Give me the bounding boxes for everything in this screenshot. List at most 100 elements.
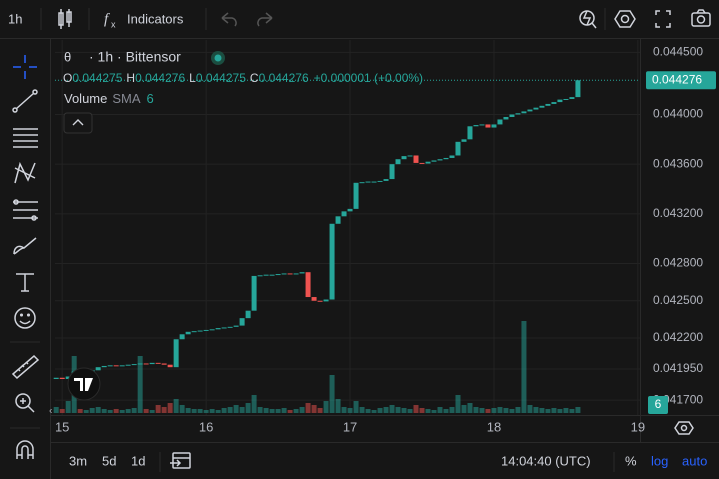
volume-bar (563, 408, 569, 413)
volume-bar (167, 403, 173, 413)
axis-settings-button[interactable] (674, 421, 694, 435)
icon-tool[interactable] (14, 307, 36, 329)
candle-body (527, 109, 533, 112)
fib-tool[interactable] (13, 128, 38, 148)
log-toggle[interactable]: log (651, 453, 668, 468)
close-label: C (250, 71, 259, 85)
volume-bar (287, 410, 293, 413)
clock[interactable]: 14:04:40 (UTC) (501, 453, 591, 468)
volume-bar (173, 399, 179, 413)
volume-bar (515, 407, 521, 413)
candle-body (257, 275, 263, 277)
volume-bar (341, 407, 347, 413)
last-price-label: 0.044276 (652, 72, 702, 86)
candle-body (551, 102, 557, 104)
volume-bar (215, 410, 221, 413)
volume-bar (257, 407, 263, 413)
trend-line-tool[interactable] (12, 89, 38, 113)
symbol-icon: θ (64, 49, 71, 64)
volume-bar (311, 405, 317, 413)
candle-body (431, 160, 437, 162)
range-button[interactable]: 5d (102, 453, 116, 468)
volume-bar (335, 399, 341, 413)
crosshair-tool[interactable] (13, 55, 37, 79)
candle-body (143, 363, 149, 365)
collapse-icon (72, 119, 84, 126)
volume-bar (239, 407, 245, 413)
volume-bar (77, 409, 83, 413)
volume-bar (179, 405, 185, 413)
low-value: 0.044275 (196, 71, 246, 85)
volume-bar (467, 403, 473, 413)
indicators-icon-sub: x (111, 19, 116, 29)
measure-tool[interactable] (11, 354, 40, 380)
volume-bar (539, 408, 545, 413)
volume-bar (245, 403, 251, 413)
text-tool[interactable] (16, 273, 34, 292)
volume-bar (497, 407, 503, 413)
candle-body (461, 139, 467, 142)
candle-body (149, 362, 155, 365)
zoom-tool[interactable] (15, 393, 35, 413)
go-to-date-button[interactable] (170, 452, 191, 469)
auto-toggle[interactable]: auto (682, 453, 707, 468)
candle-body (515, 113, 521, 115)
collapse-legend-button[interactable] (63, 112, 93, 134)
candle-body (107, 365, 113, 367)
indicators-icon[interactable]: f (104, 11, 110, 27)
logo[interactable] (67, 367, 101, 401)
volume-bar (431, 410, 437, 413)
volume-bar (395, 407, 401, 413)
volume-bar (329, 375, 335, 413)
candle-body (521, 111, 527, 114)
volume-bar (479, 408, 485, 413)
candle-body (449, 155, 455, 158)
percent-toggle[interactable]: % (625, 453, 637, 468)
candle-body (113, 365, 119, 367)
volume-bar (263, 408, 269, 413)
candle-body (173, 339, 179, 368)
volume-bar (575, 407, 581, 413)
indicators-button[interactable]: Indicators (127, 11, 184, 26)
candle-body (287, 273, 293, 275)
sma-label: SMA (112, 91, 141, 106)
candle-body (179, 334, 185, 340)
y-tick-label: 0.042500 (653, 293, 703, 307)
x-tick-label: 16 (199, 419, 213, 434)
volume-bar (353, 401, 359, 413)
forecast-tool[interactable] (13, 199, 38, 221)
range-button[interactable]: 3m (69, 453, 87, 468)
x-tick-label: 18 (487, 419, 501, 434)
volume-bar (203, 410, 209, 413)
settings-button[interactable] (614, 10, 636, 28)
range-button[interactable]: 1d (131, 453, 145, 468)
chart-type-button[interactable] (58, 9, 72, 29)
volume-bar (323, 401, 329, 413)
fullscreen-button[interactable] (655, 10, 671, 28)
x-tick-label: 19 (631, 419, 645, 434)
candle-body (443, 157, 449, 160)
volume-bar (197, 409, 203, 413)
candle-body (557, 99, 563, 103)
redo-button[interactable] (257, 12, 273, 27)
candle-body (137, 363, 143, 365)
brush-tool[interactable] (13, 237, 37, 255)
scroll-left[interactable]: ‹ (49, 406, 52, 417)
volume-bar (275, 409, 281, 413)
undo-button[interactable] (221, 12, 237, 27)
screenshot-button[interactable] (691, 9, 711, 27)
volume-bar (59, 409, 65, 413)
open-value: 0.044275 (72, 71, 122, 85)
candle-body (371, 181, 377, 183)
volume-bar (83, 410, 89, 413)
replay-button[interactable] (579, 10, 597, 29)
volume-bar (293, 409, 299, 413)
pattern-tool[interactable] (14, 161, 36, 184)
interval-button[interactable]: 1h (8, 11, 22, 26)
candle-body (269, 274, 275, 276)
candle-body (299, 272, 305, 274)
candle-body (473, 125, 479, 127)
magnet-tool[interactable] (16, 440, 34, 459)
volume-bar (269, 409, 275, 413)
last-price-box (646, 71, 716, 90)
